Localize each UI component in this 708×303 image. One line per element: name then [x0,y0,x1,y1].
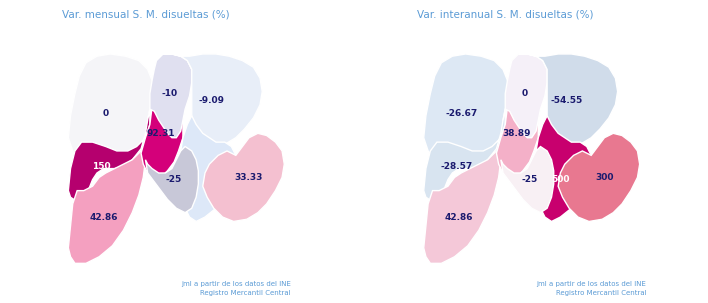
Text: 38.89: 38.89 [502,129,530,138]
Polygon shape [423,151,501,263]
Polygon shape [141,80,183,177]
Text: -26.67: -26.67 [445,109,477,118]
Text: 500: 500 [551,175,570,184]
Text: -10: -10 [161,89,178,98]
Text: 150: 150 [92,162,110,171]
Text: 92.31: 92.31 [147,129,175,138]
Polygon shape [181,116,236,221]
Polygon shape [558,133,639,221]
Polygon shape [423,109,506,201]
Text: Var. mensual S. M. disueltas (%): Var. mensual S. M. disueltas (%) [62,9,229,19]
Text: jml a partir de los datos del INE
Registro Mercantil Central: jml a partir de los datos del INE Regist… [181,281,291,296]
Text: 0: 0 [522,89,528,98]
Text: 42.86: 42.86 [445,213,473,221]
Polygon shape [501,147,554,213]
Text: -9.09: -9.09 [198,96,224,105]
Text: 0: 0 [103,109,109,118]
Text: -25: -25 [166,175,182,184]
Polygon shape [518,54,617,149]
Polygon shape [506,54,547,138]
Text: 33.33: 33.33 [235,173,263,182]
Text: Var. interanual S. M. disueltas (%): Var. interanual S. M. disueltas (%) [417,9,593,19]
Text: 300: 300 [595,173,614,182]
Polygon shape [202,133,285,221]
Polygon shape [69,54,154,168]
Text: -54.55: -54.55 [551,96,583,105]
Text: -25: -25 [521,175,537,184]
Text: jml a partir de los datos del INE
Registro Mercantil Central: jml a partir de los datos del INE Regist… [537,281,646,296]
Polygon shape [69,151,145,263]
Polygon shape [496,80,538,177]
Polygon shape [69,109,150,201]
Polygon shape [423,54,510,168]
Text: -28.57: -28.57 [440,162,473,171]
Text: 42.86: 42.86 [89,213,118,221]
Polygon shape [163,54,262,149]
Polygon shape [536,116,591,221]
Polygon shape [150,54,192,138]
Polygon shape [145,147,198,213]
